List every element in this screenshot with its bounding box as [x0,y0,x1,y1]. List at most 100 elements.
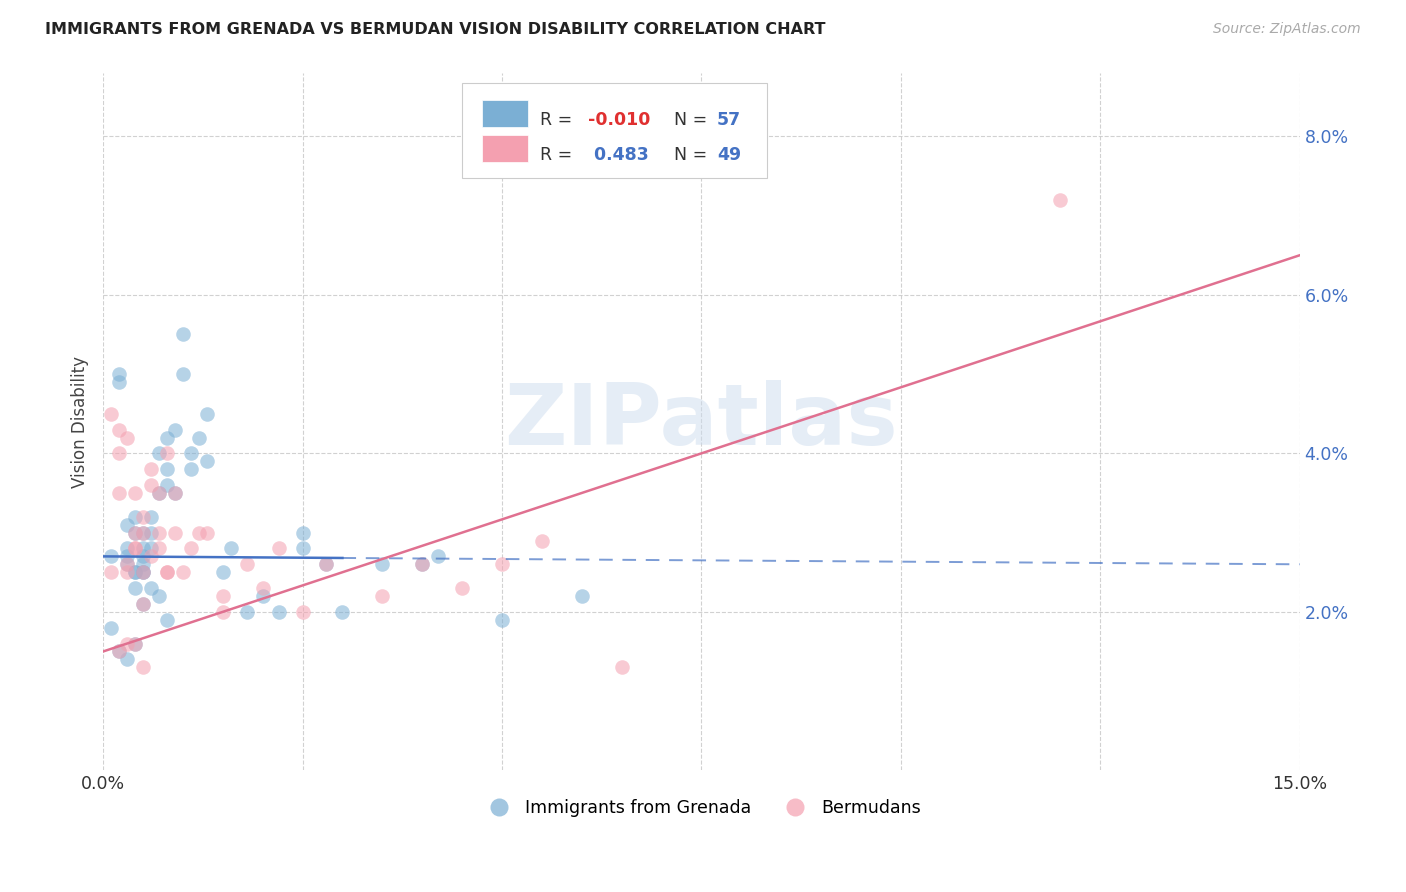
Point [211,605,233,619]
Point [610,660,633,674]
Text: N =: N = [673,111,713,128]
Point [139,541,162,556]
Point [132,597,155,611]
Point [180,541,202,556]
Point [124,581,146,595]
FancyBboxPatch shape [482,100,527,127]
Point [235,558,257,572]
Point [252,581,274,595]
Point [132,660,155,674]
Point [371,589,394,603]
Point [100,549,122,564]
Point [124,541,146,556]
Point [252,589,274,603]
Point [195,525,218,540]
Point [427,549,450,564]
Point [211,589,233,603]
Point [163,486,186,500]
Text: 49: 49 [717,145,741,163]
Point [235,605,257,619]
Point [100,566,122,580]
Point [139,462,162,476]
Point [132,566,155,580]
Point [100,621,122,635]
Text: IMMIGRANTS FROM GRENADA VS BERMUDAN VISION DISABILITY CORRELATION CHART: IMMIGRANTS FROM GRENADA VS BERMUDAN VISI… [45,22,825,37]
Point [124,566,146,580]
Point [139,509,162,524]
Point [172,367,194,381]
Point [132,541,155,556]
Point [156,446,179,460]
Point [124,525,146,540]
Point [132,566,155,580]
Text: R =: R = [540,111,578,128]
Point [108,644,131,658]
Point [219,541,242,556]
Point [291,525,314,540]
Point [156,613,179,627]
Point [115,566,138,580]
Point [124,509,146,524]
Point [132,597,155,611]
Point [100,407,122,421]
Text: 57: 57 [717,111,741,128]
Point [132,525,155,540]
Point [132,549,155,564]
Point [491,613,513,627]
Point [148,486,170,500]
Point [291,541,314,556]
Point [163,486,186,500]
Point [411,558,433,572]
Point [172,566,194,580]
Point [315,558,337,572]
Point [139,581,162,595]
Point [132,566,155,580]
Point [132,509,155,524]
Point [124,541,146,556]
Point [115,517,138,532]
Point [195,454,218,468]
Point [139,525,162,540]
Point [108,644,131,658]
Point [156,478,179,492]
Point [124,486,146,500]
Point [115,549,138,564]
Point [115,652,138,666]
Point [315,558,337,572]
Point [108,486,131,500]
Point [156,566,179,580]
Point [491,558,513,572]
Point [451,581,474,595]
Point [115,558,138,572]
Point [124,636,146,650]
Point [267,605,290,619]
Point [132,558,155,572]
Point [115,558,138,572]
Point [148,486,170,500]
Text: N =: N = [673,145,713,163]
Point [332,605,354,619]
FancyBboxPatch shape [482,135,527,161]
FancyBboxPatch shape [463,84,768,178]
Point [108,375,131,389]
Point [156,462,179,476]
Point [132,525,155,540]
Y-axis label: Vision Disability: Vision Disability [72,356,89,488]
Point [156,430,179,444]
Point [115,636,138,650]
Point [180,446,202,460]
Point [115,430,138,444]
Point [411,558,433,572]
Point [211,566,233,580]
Point [571,589,593,603]
Point [148,446,170,460]
Point [148,541,170,556]
Text: Source: ZipAtlas.com: Source: ZipAtlas.com [1213,22,1361,37]
Text: R =: R = [540,145,578,163]
Point [108,367,131,381]
Legend: Immigrants from Grenada, Bermudans: Immigrants from Grenada, Bermudans [475,792,928,824]
Point [195,407,218,421]
Point [291,605,314,619]
Point [139,478,162,492]
Point [148,525,170,540]
